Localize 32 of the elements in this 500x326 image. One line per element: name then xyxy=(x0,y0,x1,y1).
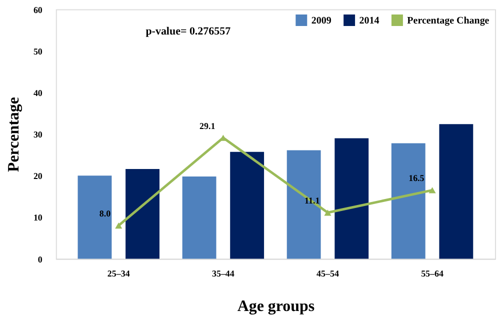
legend-label: 2014 xyxy=(359,15,380,26)
y-tick-label: 50 xyxy=(33,46,43,56)
bar xyxy=(286,150,321,259)
data-label: 16.5 xyxy=(408,173,425,184)
bar xyxy=(78,176,112,259)
y-tick-label: 40 xyxy=(33,88,43,98)
x-tick-label: 35–44 xyxy=(212,268,235,278)
bar xyxy=(230,152,264,259)
data-label: 11.1 xyxy=(304,196,320,206)
point xyxy=(428,187,436,194)
x-tick-label: 45–54 xyxy=(316,268,340,278)
y-tick-label: 20 xyxy=(33,171,43,182)
legend-label: Percentage Change xyxy=(407,15,490,26)
point xyxy=(115,222,122,229)
bar xyxy=(334,138,369,259)
y-tick-label: 10 xyxy=(33,212,43,223)
bar xyxy=(439,124,474,259)
y-tick-label: 30 xyxy=(33,130,43,140)
data-label: 29.1 xyxy=(199,120,216,131)
y-axis-title: Percentage xyxy=(5,97,22,172)
annotation: p-value= 0.276557 xyxy=(146,25,232,38)
bar xyxy=(391,143,426,259)
data-label: 8.0 xyxy=(99,208,112,219)
bar xyxy=(182,176,216,259)
y-tick-label: 0 xyxy=(38,254,43,264)
x-tick-label: 55–64 xyxy=(421,268,444,278)
y-tick-label: 60 xyxy=(33,4,43,15)
legend-label: 2009 xyxy=(311,15,332,26)
x-axis-title: Age groups xyxy=(237,298,315,316)
point xyxy=(324,210,332,216)
bar xyxy=(126,168,160,259)
x-tick-label: 25–34 xyxy=(107,268,130,278)
